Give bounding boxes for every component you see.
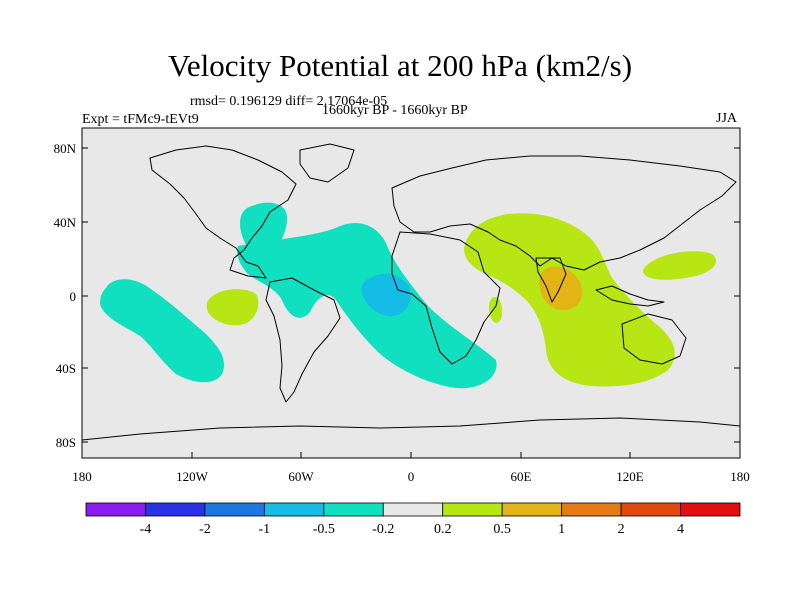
colorbar-label: 0.5 [493,522,511,537]
lon-tick-label: 180 [72,469,92,484]
coastline-south-america [265,277,341,403]
lon-tick-labels: 180 120W 60W 0 60E 120E 180 [72,469,750,484]
lat-tick-label: 80S [56,435,76,450]
colorbar-swatch [680,502,741,517]
colorbar-label: 0.2 [434,522,452,537]
colorbar [85,502,741,517]
lat-tick-label: 40S [56,361,76,376]
coastline-eurasia [391,155,737,271]
season-label: JJA [716,111,738,126]
coastline-india [535,257,567,303]
chart-title: Velocity Potential at 200 hPa (km2/s) [167,48,633,83]
contour-pos-west-pacific [643,251,717,280]
contour-fills [100,202,717,389]
contour-neg-atlantic [237,222,497,389]
colorbar-label: -4 [140,522,152,537]
coastline-antarctica [82,417,740,441]
lon-tick-label: 120W [176,469,209,484]
contour-neg-mid-atlantic [361,273,412,317]
lon-tick-label: 180 [730,469,750,484]
colorbar-swatch [442,502,503,517]
contour-pos-pacific [206,289,259,326]
colorbar-swatch [323,502,384,517]
colorbar-swatch [85,502,146,517]
lon-tick-label: 60E [511,469,532,484]
colorbar-label: -1 [259,522,271,537]
coastlines [82,143,740,441]
coastline-africa [391,231,501,365]
contour-pos-indian-ocean [539,266,583,311]
lon-tick-label: 120E [616,469,644,484]
colorbar-label: 2 [618,522,625,537]
colorbar-labels: -4 -2 -1 -0.5 -0.2 0.2 0.5 1 2 4 [140,522,684,537]
period-label: 1660kyr BP - 1660kyr BP [322,103,468,118]
contour-pos-madagascar [489,296,502,323]
colorbar-swatch [620,502,681,517]
colorbar-swatch [561,502,622,517]
coastline-greenland [299,143,355,183]
lon-tick-label: 60W [288,469,314,484]
lat-ticks [82,147,740,443]
coastline-north-america [149,145,297,279]
colorbar-swatch [382,502,444,517]
lon-tick-label: 0 [408,469,415,484]
coastline-indonesia [595,285,665,307]
coastline-australia [621,313,687,365]
lat-tick-label: 80N [54,141,77,156]
colorbar-swatch [263,502,325,517]
colorbar-label: -2 [199,522,211,537]
rmsd-label: rmsd= 0.196129 diff= 2.17064e-05 [190,94,388,109]
colorbar-label: 4 [677,522,684,537]
lat-tick-label: 0 [70,289,77,304]
contour-neg-pacific [100,279,225,383]
colorbar-swatch [204,502,265,517]
lat-tick-labels: 80N 40N 0 40S 80S [54,141,77,450]
colorbar-label: -0.2 [372,522,394,537]
colorbar-label: -0.5 [313,522,335,537]
lat-tick-label: 40N [54,215,77,230]
colorbar-label: 1 [558,522,565,537]
experiment-label: Expt = tFMc9-tEVt9 [82,112,199,127]
lon-ticks [81,452,741,458]
colorbar-swatch [501,502,563,517]
colorbar-swatch [145,502,206,517]
